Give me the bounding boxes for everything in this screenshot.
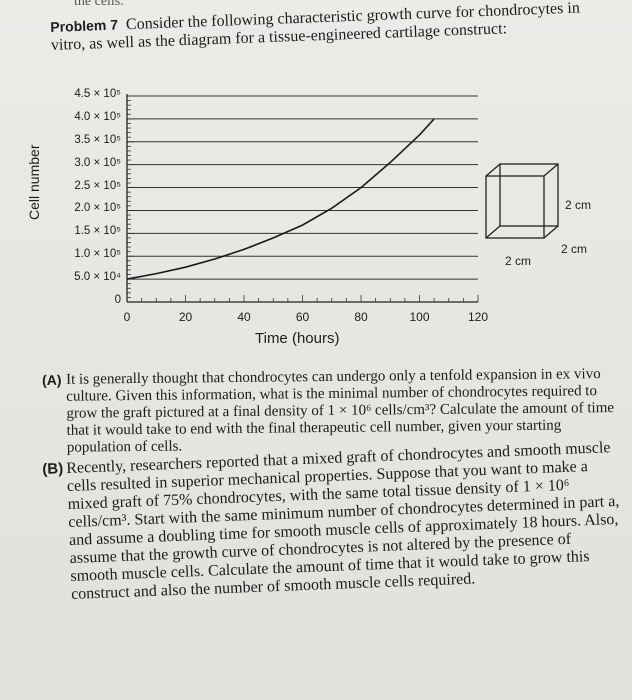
x-tick-label: 120 (467, 310, 489, 324)
question-b-letter: (B) (42, 460, 64, 478)
problem-text: Consider the following characteristic gr… (50, 0, 581, 54)
figure: Cell number 0 5.0 × 10⁴ 1.0 × 10⁵ 1.5 × 10⁵… (0, 80, 632, 370)
problem-label: Problem 7 (50, 16, 119, 35)
y-tick-label: 1.5 × 10⁵ (74, 225, 121, 238)
y-tick-label: 4.5 × 10⁵ (74, 88, 121, 100)
y-tick-label: 2.0 × 10⁵ (74, 202, 121, 215)
question-a-letter: (A) (42, 371, 62, 388)
growth-chart (126, 94, 479, 303)
x-tick-label: 80 (354, 310, 368, 324)
y-tick-label: 5.0 × 10⁴ (74, 271, 121, 284)
y-tick-label: 3.0 × 10⁵ (74, 156, 121, 169)
question-b: (B) Recently, researchers reported that … (42, 439, 623, 605)
y-tick-label: 4.0 × 10⁵ (74, 110, 121, 123)
x-tick-label: 60 (295, 310, 310, 324)
cube-front-face (485, 175, 545, 239)
header-fragment: the cells. (74, 0, 124, 9)
x-tick-label: 100 (409, 310, 430, 324)
x-axis-label: Time (hours) (255, 330, 340, 347)
axes (126, 94, 479, 303)
y-tick-label: 2.5 × 10⁵ (74, 179, 121, 192)
y-tick-label: 0 (114, 294, 121, 306)
gridlines (127, 95, 478, 280)
cube-depth-label: 2 cm (561, 242, 588, 256)
x-tick-label: 40 (237, 310, 251, 324)
x-tick-label: 20 (178, 310, 193, 324)
y-tick-label: 1.0 × 10⁵ (74, 248, 121, 261)
cube-back-face (499, 163, 559, 227)
question-b-text: Recently, researchers reported that a mi… (65, 439, 620, 603)
cube-height-label: 2 cm (565, 198, 592, 212)
questions: (A) It is generally thought that chondro… (42, 366, 620, 607)
y-tick-label: 3.5 × 10⁵ (74, 133, 121, 146)
problem-statement: Problem 7 Consider the following charact… (50, 0, 611, 55)
x-tick-label: 0 (123, 310, 131, 324)
cube-diagram (485, 163, 559, 239)
cube-width-label: 2 cm (505, 254, 532, 268)
growth-curve-line (126, 118, 435, 280)
